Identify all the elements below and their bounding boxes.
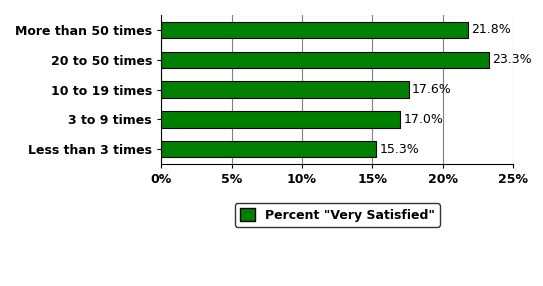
Legend: Percent "Very Satisfied": Percent "Very Satisfied": [235, 203, 440, 227]
Text: 21.8%: 21.8%: [471, 23, 510, 37]
Bar: [161, 141, 376, 157]
Bar: [161, 22, 468, 38]
Text: 23.3%: 23.3%: [492, 53, 532, 66]
Bar: [161, 81, 409, 98]
Text: 17.6%: 17.6%: [412, 83, 451, 96]
Text: 15.3%: 15.3%: [380, 143, 419, 156]
Bar: [161, 111, 400, 128]
Bar: [161, 51, 489, 68]
Text: 17.0%: 17.0%: [403, 113, 443, 126]
